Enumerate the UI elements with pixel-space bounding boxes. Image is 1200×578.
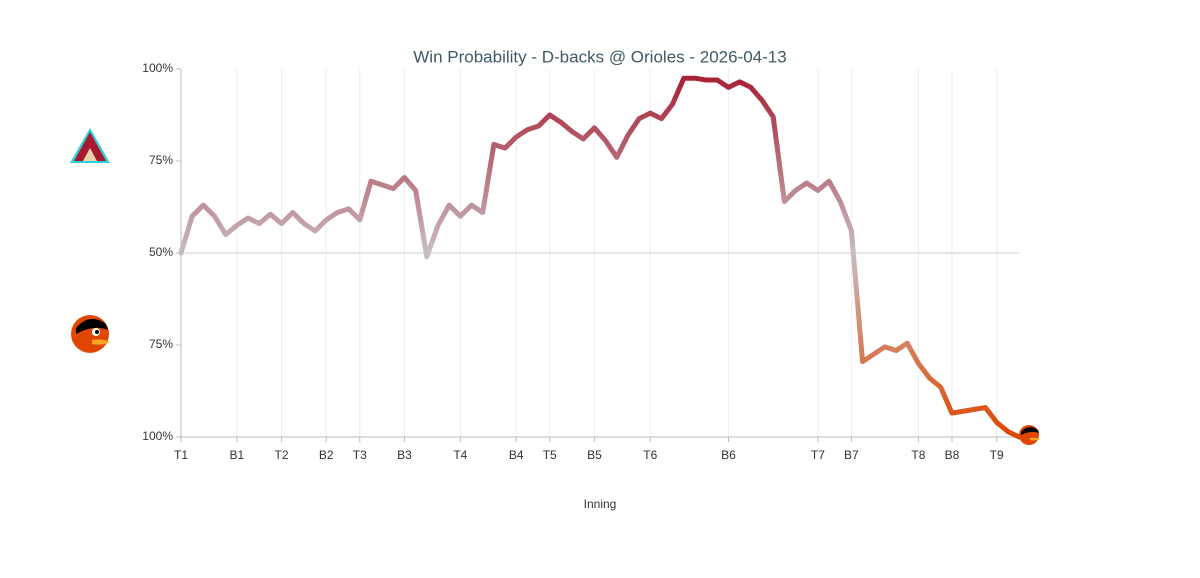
x-tick-label: T7 bbox=[811, 448, 825, 462]
x-tick-label: T9 bbox=[990, 448, 1004, 462]
x-tick-label: T5 bbox=[543, 448, 557, 462]
chart-title: Win Probability - D-backs @ Orioles - 20… bbox=[413, 47, 786, 66]
x-tick-label: T8 bbox=[911, 448, 925, 462]
end-logo bbox=[1019, 425, 1041, 445]
y-tick-label: 75% bbox=[149, 153, 173, 167]
y-tick-label: 75% bbox=[149, 337, 173, 351]
x-tick-label: B5 bbox=[587, 448, 602, 462]
x-tick-label: B6 bbox=[721, 448, 736, 462]
x-tick-label: T6 bbox=[643, 448, 657, 462]
x-tick-label: B1 bbox=[230, 448, 245, 462]
x-tick-label: T4 bbox=[453, 448, 467, 462]
y-tick-label: 100% bbox=[142, 61, 173, 75]
x-tick-label: T3 bbox=[353, 448, 367, 462]
x-tick-label: B7 bbox=[844, 448, 859, 462]
y-tick-label: 100% bbox=[142, 429, 173, 443]
x-tick-label: B3 bbox=[397, 448, 412, 462]
x-tick-label: T1 bbox=[174, 448, 188, 462]
y-tick-label: 50% bbox=[149, 245, 173, 259]
x-tick-label: B4 bbox=[509, 448, 524, 462]
x-tick-label: B8 bbox=[945, 448, 960, 462]
x-tick-label: B2 bbox=[319, 448, 334, 462]
x-tick-label: T2 bbox=[275, 448, 289, 462]
orioles-logo bbox=[71, 315, 110, 353]
win-prob-line bbox=[178, 75, 1022, 440]
dbacks-logo bbox=[70, 128, 110, 163]
end-logo-beak bbox=[1030, 437, 1041, 441]
end-logo-head bbox=[1021, 426, 1039, 435]
x-axis-label: Inning bbox=[584, 497, 617, 511]
